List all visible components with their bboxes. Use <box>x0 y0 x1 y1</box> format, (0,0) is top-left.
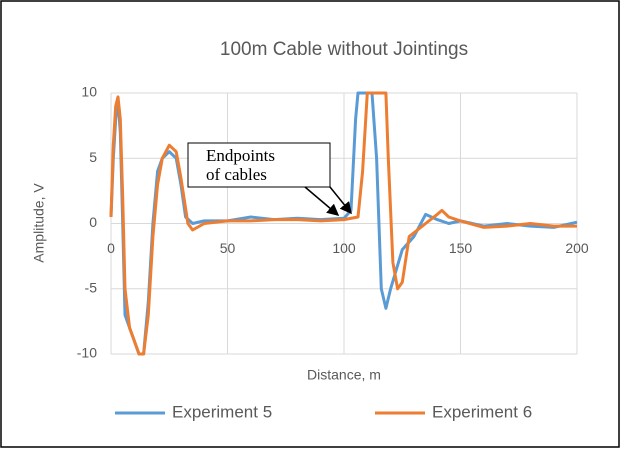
x-tick-label: 150 <box>449 240 473 256</box>
y-tick-label: 0 <box>89 214 97 230</box>
y-tick-label: 10 <box>81 84 97 100</box>
y-tick-label: 5 <box>89 149 97 165</box>
series-line <box>109 91 577 356</box>
chart-title: 100m Cable without Jointings <box>220 39 468 60</box>
x-tick-label: 100 <box>332 240 356 256</box>
annotation-text: Endpoints <box>206 146 275 165</box>
annotation-box <box>187 142 331 188</box>
annotation-arrow <box>329 186 352 215</box>
x-tick-label: 50 <box>220 240 236 256</box>
annotation: Endpoints of cables <box>187 142 352 216</box>
legend-label: Experiment 5 <box>172 402 272 421</box>
y-tick-label: -10 <box>77 345 97 361</box>
x-tick-label: 0 <box>107 240 115 256</box>
y-tick-label: -5 <box>85 279 98 295</box>
x-tick-label: 200 <box>565 240 589 256</box>
x-axis-label: Distance, m <box>307 367 381 383</box>
legend-label: Experiment 6 <box>432 402 532 421</box>
y-axis-label: Amplitude, V <box>31 183 47 263</box>
annotation-text: of cables <box>206 165 267 184</box>
annotation-arrow <box>304 186 340 216</box>
